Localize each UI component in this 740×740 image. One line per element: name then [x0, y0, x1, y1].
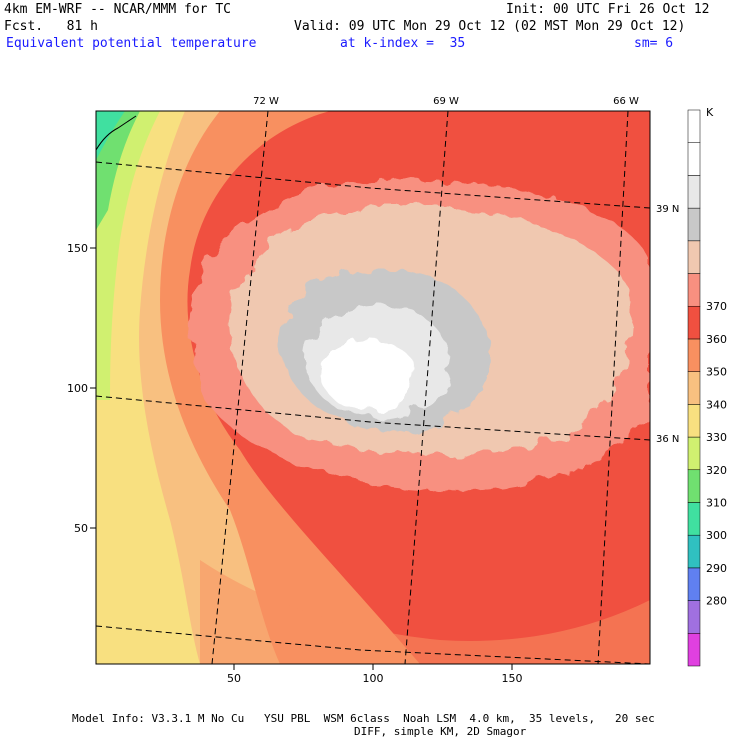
x-tick-100: 100	[363, 672, 384, 685]
colorbar-label: 290	[706, 562, 727, 575]
x-tick-50: 50	[227, 672, 241, 685]
y-tick-50: 50	[74, 522, 88, 535]
lon-label-72w: 72 W	[253, 96, 279, 107]
forecast-hour: Fcst. 81 h	[4, 19, 98, 34]
colorbar-label: 320	[706, 464, 727, 477]
colorbar-swatch	[687, 502, 701, 536]
colorbar-swatch	[687, 273, 701, 307]
colorbar-swatch	[687, 600, 701, 634]
lon-label-66w: 66 W	[613, 96, 639, 107]
model-info: Model Info: V3.3.1 M No Cu YSU PBL WSM 6…	[72, 712, 655, 725]
colorbar-swatch	[687, 534, 701, 569]
colorbar-label: 350	[706, 366, 727, 379]
colorbar-swatch	[687, 633, 701, 667]
colorbar-swatch	[687, 175, 701, 209]
colorbar-label: 360	[706, 333, 727, 346]
lon-label-69w: 69 W	[433, 96, 459, 107]
valid-time: Valid: 09 UTC Mon 29 Oct 12 (02 MST Mon …	[294, 19, 686, 34]
colorbar-swatch	[687, 404, 701, 438]
coastline	[96, 115, 137, 151]
colorbar-swatch	[687, 207, 701, 242]
contour-field	[96, 111, 650, 664]
lat-label-39n: 39 N	[656, 204, 679, 215]
y-tick-100: 100	[67, 382, 88, 395]
colorbar-label: 340	[706, 398, 727, 411]
k-index: at k-index = 35	[340, 36, 466, 51]
colorbar-swatch	[687, 109, 701, 143]
smoothing: sm= 6	[634, 36, 674, 51]
field-name: Equivalent potential temperature	[6, 36, 257, 51]
colorbar-swatch	[687, 371, 701, 405]
x-tick-150: 150	[502, 672, 523, 685]
colorbar-swatch	[687, 469, 701, 503]
colorbar-swatch	[687, 142, 701, 176]
colorbar-unit: K	[706, 106, 714, 119]
colorbar-label: 280	[706, 595, 727, 608]
init-time: Init: 00 UTC Fri 26 Oct 12	[506, 2, 710, 17]
graticule	[96, 111, 650, 664]
colorbar-label: 300	[706, 529, 727, 542]
model-title: 4km EM-WRF -- NCAR/MMM for TC	[4, 2, 231, 17]
colorbar-label: 330	[706, 431, 727, 444]
colorbar	[687, 109, 701, 667]
colorbar-swatch	[687, 338, 701, 372]
colorbar-swatch	[687, 240, 701, 274]
lat-label-36n: 36 N	[656, 434, 679, 445]
colorbar-label: 310	[706, 496, 727, 509]
colorbar-swatch	[687, 436, 701, 471]
colorbar-swatch	[687, 567, 701, 601]
colorbar-label: 370	[706, 300, 727, 313]
model-info-2: DIFF, simple KM, 2D Smagor	[354, 725, 527, 738]
colorbar-swatch	[687, 305, 701, 340]
y-tick-150: 150	[67, 242, 88, 255]
